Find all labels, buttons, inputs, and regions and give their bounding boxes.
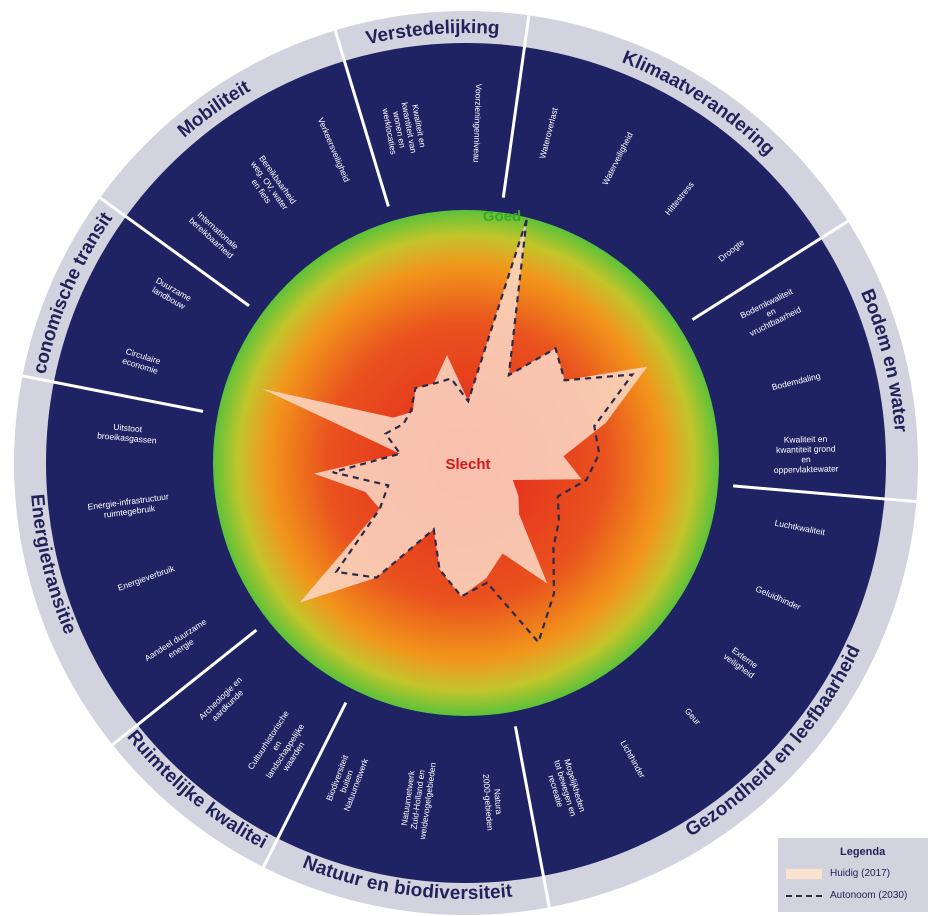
legend-autonomous-label: Autonoom (2030) bbox=[830, 890, 908, 901]
legend-current-swatch bbox=[786, 868, 822, 879]
theme-divider bbox=[22, 374, 204, 413]
theme-divider bbox=[501, 15, 531, 198]
slecht-label: Slecht bbox=[445, 456, 490, 473]
theme-divider bbox=[333, 29, 390, 207]
goed-label: Goed bbox=[483, 208, 521, 225]
theme-divider bbox=[262, 701, 348, 868]
legend-current: Huidig (2017) bbox=[786, 868, 890, 879]
autonoom-2030-line bbox=[332, 219, 635, 645]
legend-autonomous-swatch bbox=[786, 894, 822, 897]
theme-divider bbox=[99, 196, 250, 307]
theme-divider bbox=[513, 726, 551, 908]
theme-dividers bbox=[22, 15, 917, 908]
theme-divider bbox=[732, 484, 917, 504]
legend-title: Legenda bbox=[840, 846, 886, 858]
legend-autonomous: Autonoom (2030) bbox=[786, 890, 907, 901]
indicator-label: Kwaliteit enkwantiteit grondenoppervlakt… bbox=[773, 434, 839, 475]
theme-divider bbox=[691, 219, 849, 321]
legend-current-label: Huidig (2017) bbox=[830, 868, 891, 879]
indicator-label: Natura2000-gebieden bbox=[481, 773, 505, 831]
indicator-label: Voorzieningenniveau bbox=[471, 84, 483, 163]
legend: Legenda Huidig (2017) Autonoom (2030) bbox=[778, 838, 928, 912]
huidig-2017-shape bbox=[261, 219, 648, 603]
theme-divider bbox=[111, 628, 258, 746]
